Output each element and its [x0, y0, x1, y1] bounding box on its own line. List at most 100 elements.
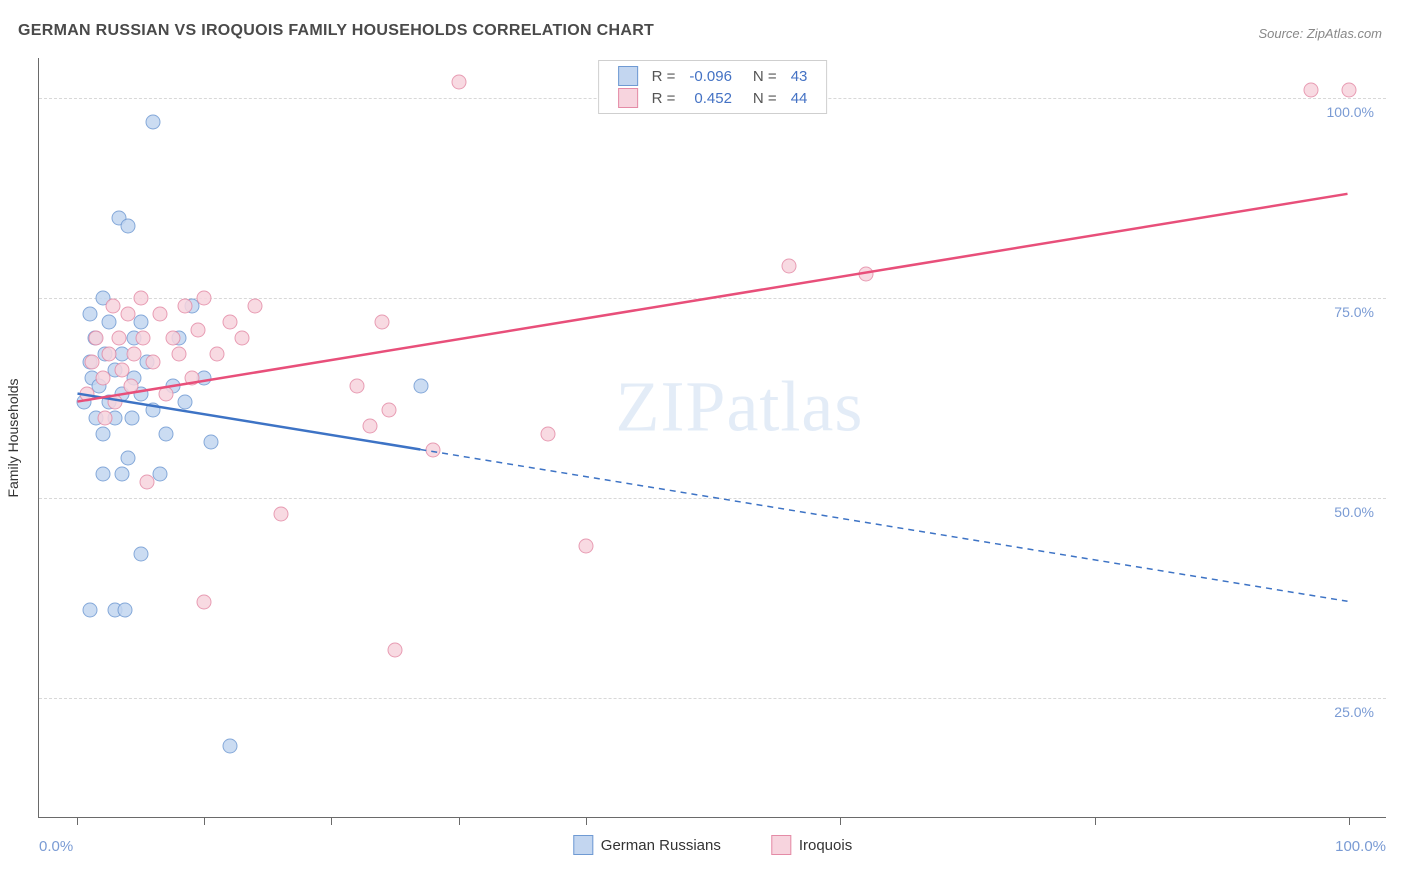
data-point-iroquois: [197, 291, 212, 306]
source-attribution: Source: ZipAtlas.com: [1258, 26, 1382, 41]
x-axis-max-label: 100.0%: [1335, 838, 1386, 855]
data-point-german_russians: [124, 411, 139, 426]
gridline: [39, 498, 1386, 499]
data-point-iroquois: [89, 331, 104, 346]
data-point-iroquois: [123, 379, 138, 394]
data-point-iroquois: [152, 307, 167, 322]
data-point-iroquois: [1341, 83, 1356, 98]
data-point-german_russians: [95, 467, 110, 482]
data-point-iroquois: [388, 643, 403, 658]
data-point-iroquois: [184, 371, 199, 386]
data-point-iroquois: [140, 475, 155, 490]
data-point-german_russians: [118, 603, 133, 618]
r-label: R =: [645, 87, 683, 109]
data-point-german_russians: [101, 315, 116, 330]
x-tick: [1349, 817, 1350, 825]
data-point-iroquois: [178, 299, 193, 314]
data-point-iroquois: [171, 347, 186, 362]
x-tick: [1095, 817, 1096, 825]
legend-swatch-iroquois: [618, 88, 638, 108]
data-point-iroquois: [105, 299, 120, 314]
data-point-iroquois: [540, 427, 555, 442]
data-point-german_russians: [159, 427, 174, 442]
data-point-iroquois: [95, 371, 110, 386]
watermark: ZIPatlas: [615, 366, 863, 449]
data-point-german_russians: [121, 219, 136, 234]
r-value-german_russians: -0.096: [682, 65, 739, 87]
x-axis-min-label: 0.0%: [39, 838, 73, 855]
n-value-iroquois: 44: [784, 87, 815, 109]
data-point-iroquois: [146, 355, 161, 370]
data-point-german_russians: [413, 379, 428, 394]
n-label: N =: [739, 87, 784, 109]
correlation-chart: GERMAN RUSSIAN VS IROQUOIS FAMILY HOUSEH…: [0, 0, 1406, 892]
data-point-iroquois: [85, 355, 100, 370]
data-point-iroquois: [210, 347, 225, 362]
gridline: [39, 298, 1386, 299]
data-point-german_russians: [222, 739, 237, 754]
data-point-iroquois: [248, 299, 263, 314]
data-point-german_russians: [82, 307, 97, 322]
data-point-iroquois: [375, 315, 390, 330]
data-point-german_russians: [121, 451, 136, 466]
x-tick: [331, 817, 332, 825]
data-point-iroquois: [349, 379, 364, 394]
trend-line-german_russians-extrapolated: [420, 449, 1347, 601]
legend-swatch-german_russians: [573, 835, 593, 855]
data-point-iroquois: [451, 75, 466, 90]
legend-label-german_russians: German Russians: [601, 837, 721, 854]
data-point-iroquois: [136, 331, 151, 346]
legend-label-iroquois: Iroquois: [799, 837, 852, 854]
n-value-german_russians: 43: [784, 65, 815, 87]
legend-row-german_russians: R =-0.096N =43: [611, 65, 815, 87]
data-point-german_russians: [114, 467, 129, 482]
data-point-iroquois: [101, 347, 116, 362]
trend-lines: [39, 58, 1386, 817]
y-tick-label: 75.0%: [1334, 304, 1374, 320]
data-point-iroquois: [98, 411, 113, 426]
data-point-german_russians: [203, 435, 218, 450]
data-point-iroquois: [197, 595, 212, 610]
data-point-iroquois: [858, 267, 873, 282]
data-point-iroquois: [80, 387, 95, 402]
legend-row-iroquois: R =0.452N =44: [611, 87, 815, 109]
data-point-iroquois: [235, 331, 250, 346]
y-tick-label: 100.0%: [1327, 104, 1374, 120]
data-point-iroquois: [121, 307, 136, 322]
legend-item-iroquois: Iroquois: [771, 835, 852, 855]
data-point-iroquois: [381, 403, 396, 418]
data-point-iroquois: [578, 539, 593, 554]
n-label: N =: [739, 65, 784, 87]
data-point-iroquois: [273, 507, 288, 522]
x-tick: [204, 817, 205, 825]
legend-swatch-iroquois: [771, 835, 791, 855]
data-point-iroquois: [362, 419, 377, 434]
x-tick: [77, 817, 78, 825]
data-point-iroquois: [133, 291, 148, 306]
correlation-legend: R =-0.096N =43R =0.452N =44: [598, 60, 828, 114]
data-point-iroquois: [127, 347, 142, 362]
data-point-german_russians: [146, 115, 161, 130]
series-legend: German Russians Iroquois: [573, 835, 852, 855]
r-label: R =: [645, 65, 683, 87]
data-point-iroquois: [108, 395, 123, 410]
data-point-german_russians: [133, 315, 148, 330]
data-point-iroquois: [165, 331, 180, 346]
y-axis-title: Family Households: [5, 378, 21, 497]
legend-swatch-german_russians: [618, 66, 638, 86]
data-point-german_russians: [152, 467, 167, 482]
data-point-iroquois: [112, 331, 127, 346]
data-point-german_russians: [95, 427, 110, 442]
data-point-german_russians: [82, 603, 97, 618]
y-tick-label: 50.0%: [1334, 504, 1374, 520]
data-point-iroquois: [222, 315, 237, 330]
r-value-iroquois: 0.452: [682, 87, 739, 109]
data-point-iroquois: [114, 363, 129, 378]
gridline: [39, 698, 1386, 699]
data-point-german_russians: [178, 395, 193, 410]
plot-area: Family Households ZIPatlas R =-0.096N =4…: [38, 58, 1386, 818]
data-point-german_russians: [146, 403, 161, 418]
x-tick: [840, 817, 841, 825]
data-point-iroquois: [426, 443, 441, 458]
watermark-atlas: atlas: [726, 367, 863, 447]
